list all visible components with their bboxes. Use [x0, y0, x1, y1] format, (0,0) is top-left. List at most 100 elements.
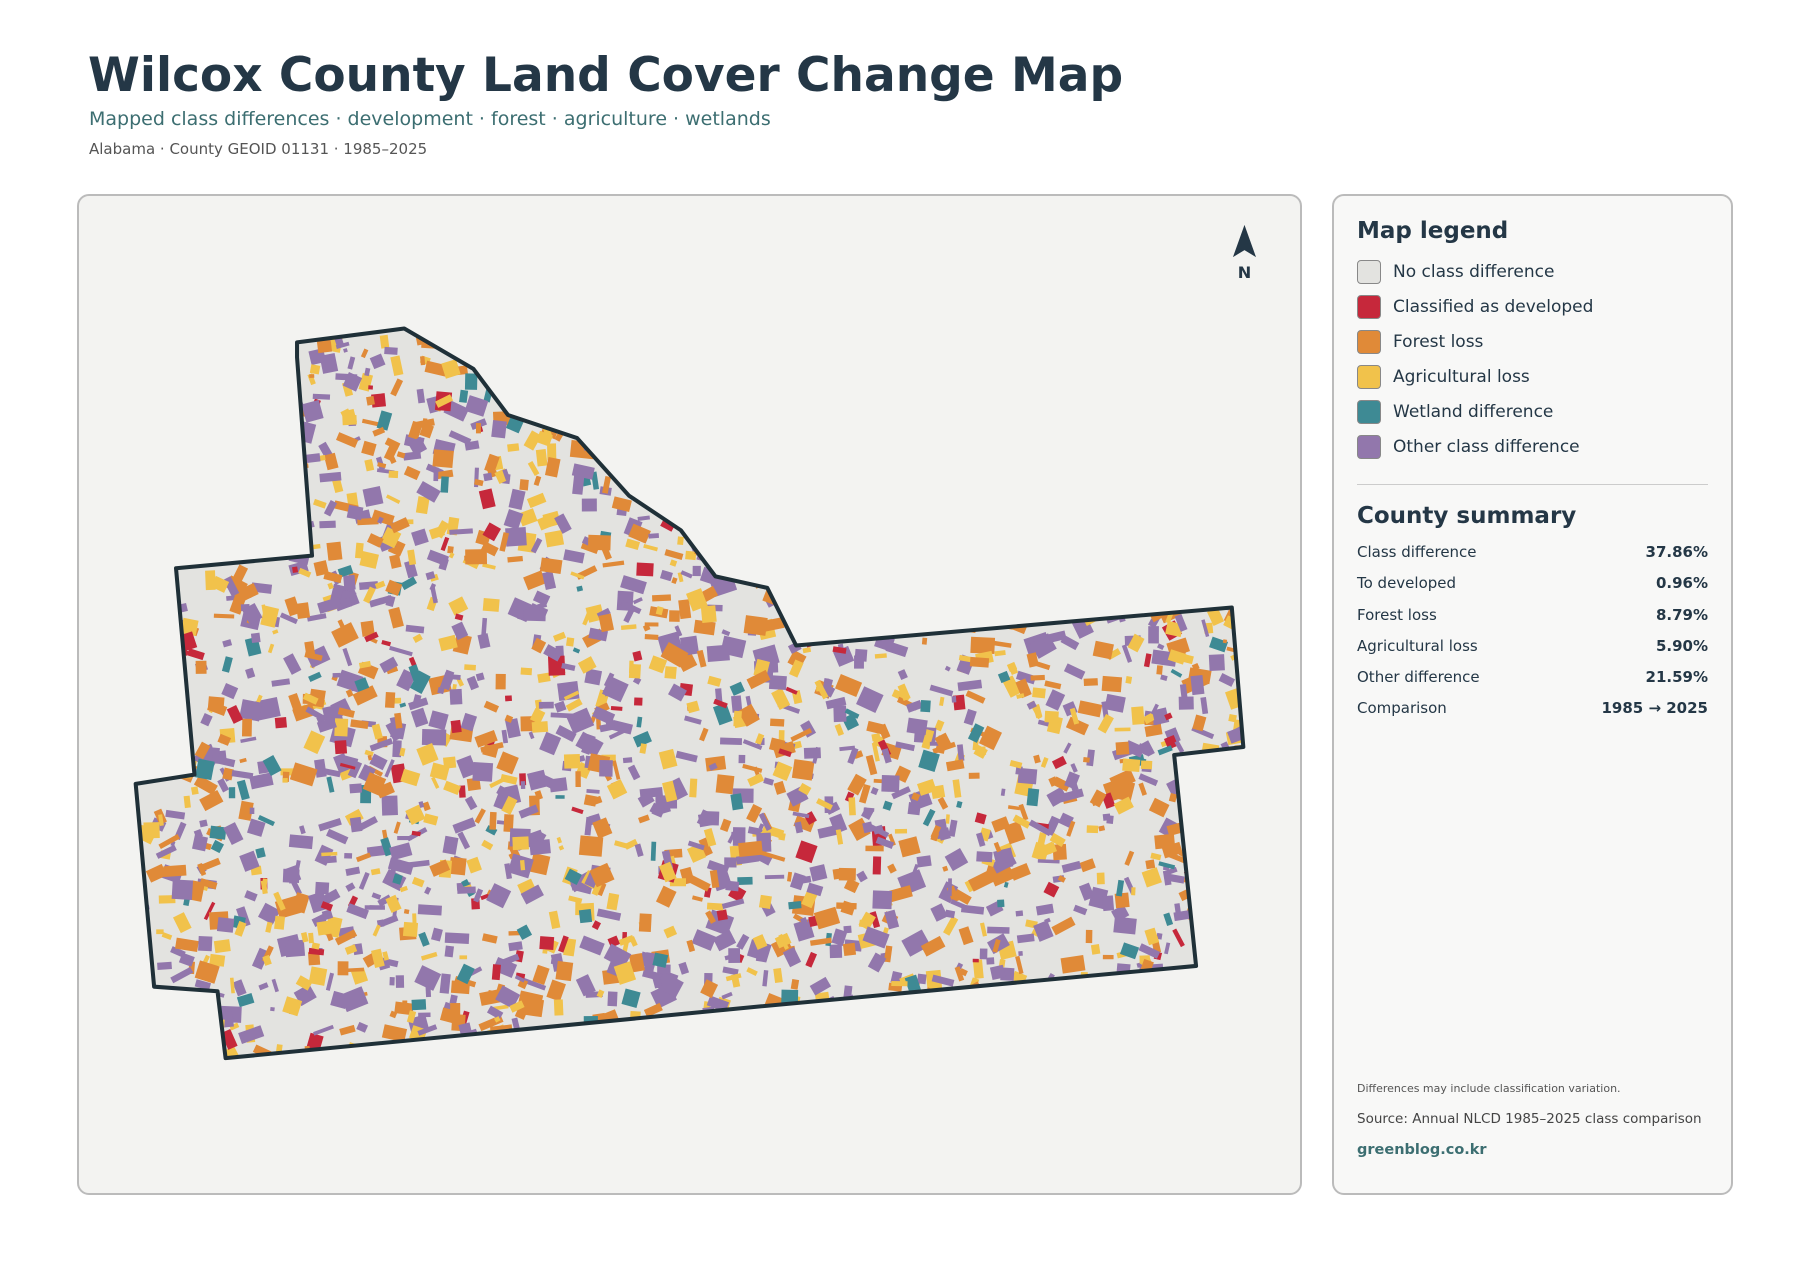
change-patch — [1015, 670, 1037, 685]
change-patch — [466, 856, 482, 874]
change-patch — [1141, 421, 1154, 438]
change-patch — [1183, 654, 1194, 665]
change-patch — [1101, 675, 1123, 693]
change-patch — [1118, 595, 1134, 614]
change-patch — [909, 1032, 931, 1048]
change-patch — [1148, 626, 1159, 644]
change-patch — [755, 774, 762, 782]
change-patch — [326, 776, 335, 793]
change-patch — [236, 992, 255, 1008]
change-patch — [439, 1007, 458, 1024]
change-patch — [1135, 331, 1151, 339]
change-patch — [1005, 563, 1029, 584]
change-patch — [644, 633, 659, 640]
change-patch — [384, 691, 396, 709]
change-patch — [1083, 757, 1090, 763]
change-patch — [678, 961, 690, 975]
change-patch — [1161, 841, 1183, 859]
change-patch — [419, 356, 426, 366]
change-patch — [809, 937, 832, 946]
change-patch — [536, 513, 556, 531]
change-patch — [308, 947, 325, 956]
change-patch — [1242, 674, 1244, 688]
change-patch — [785, 686, 798, 695]
change-patch — [164, 547, 176, 562]
change-patch — [582, 610, 592, 626]
change-patch — [153, 414, 163, 421]
map-panel: N — [77, 194, 1302, 1195]
change-patch — [390, 378, 404, 397]
change-patch — [882, 435, 906, 447]
change-patch — [1044, 680, 1062, 690]
change-patch — [371, 509, 395, 526]
change-patch — [295, 602, 311, 620]
change-patch — [199, 819, 208, 828]
change-patch — [1245, 668, 1251, 674]
change-patch — [334, 740, 348, 755]
change-patch — [1019, 583, 1034, 594]
change-patch — [1206, 841, 1217, 849]
change-patch — [261, 604, 268, 624]
change-patch — [763, 777, 775, 786]
change-patch — [1051, 755, 1067, 770]
change-patch — [449, 528, 473, 535]
change-patch — [943, 343, 952, 356]
change-patch — [1097, 713, 1114, 734]
change-patch — [709, 483, 717, 494]
change-patch — [898, 836, 921, 858]
change-patch — [1010, 368, 1024, 384]
change-patch — [1124, 740, 1145, 758]
change-patch — [1019, 493, 1040, 512]
change-patch — [647, 439, 653, 452]
change-patch — [960, 490, 979, 503]
change-patch — [267, 643, 275, 654]
change-patch — [226, 704, 244, 724]
change-patch — [833, 705, 847, 723]
change-patch — [989, 863, 1015, 887]
change-patch — [700, 979, 719, 999]
change-patch — [802, 371, 826, 387]
change-patch — [795, 1024, 817, 1048]
change-patch — [1068, 469, 1082, 486]
change-patch — [1057, 345, 1065, 358]
change-patch — [170, 1046, 181, 1059]
change-patch — [157, 961, 172, 970]
change-patch — [335, 341, 350, 349]
change-patch — [1005, 1046, 1018, 1054]
change-patch — [415, 496, 430, 515]
change-patch — [687, 840, 705, 851]
change-patch — [294, 860, 301, 871]
change-patch — [738, 703, 760, 727]
change-patch — [362, 486, 384, 507]
change-patch — [1141, 867, 1162, 888]
legend-item: No class difference — [1357, 254, 1708, 289]
change-patch — [218, 485, 235, 498]
change-patch — [1178, 1022, 1189, 1033]
change-patch — [180, 617, 199, 636]
change-patch — [508, 488, 526, 510]
change-patch — [205, 433, 213, 443]
change-patch — [987, 1042, 1004, 1059]
change-patch — [1117, 566, 1127, 581]
change-patch — [680, 373, 702, 383]
change-patch — [879, 419, 898, 438]
change-patch — [464, 395, 489, 417]
change-patch — [239, 699, 263, 722]
change-patch — [1190, 674, 1205, 696]
change-patch — [1027, 399, 1044, 409]
change-patch — [884, 566, 897, 575]
change-patch — [519, 859, 526, 871]
change-patch — [691, 929, 717, 951]
change-patch — [1194, 899, 1203, 907]
change-patch — [1085, 375, 1098, 390]
change-patch — [1124, 390, 1133, 400]
change-patch — [917, 973, 927, 985]
change-patch — [1033, 920, 1054, 942]
change-patch — [728, 487, 751, 504]
change-patch — [1072, 1052, 1085, 1059]
change-patch — [647, 498, 665, 506]
change-patch — [355, 852, 372, 863]
change-patch — [928, 590, 948, 608]
change-patch — [966, 553, 982, 566]
change-patch — [842, 507, 854, 518]
